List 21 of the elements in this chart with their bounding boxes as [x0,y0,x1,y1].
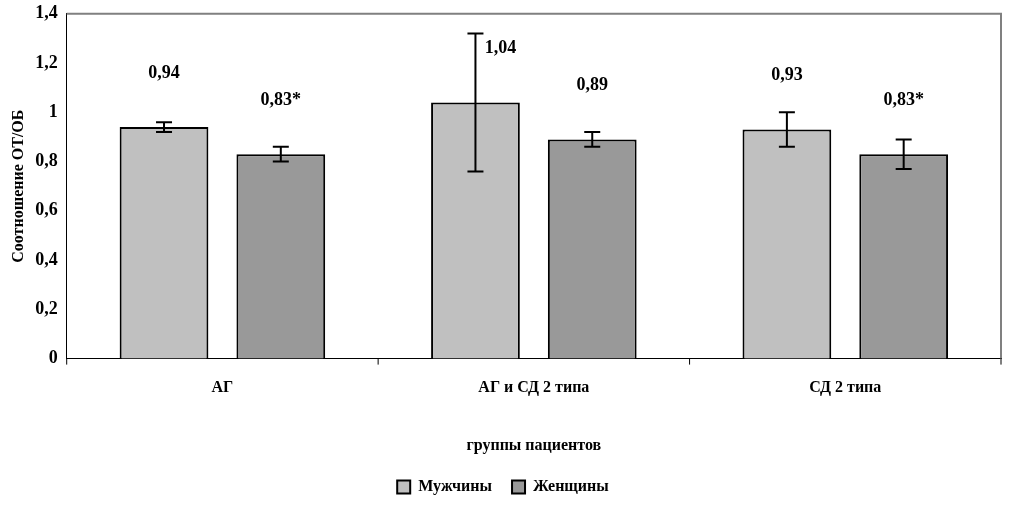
y-axis-title: Соотношение ОТ/ОБ [8,109,26,263]
x-tick-label: АГ и СД 2 типа [478,378,590,397]
x-axis-title: группы пациентов [466,435,602,454]
data-label: 0,94 [148,61,180,82]
y-tick-label: 0,8 [35,150,58,171]
data-label: 0,83* [883,88,924,109]
legend-label: Мужчины [418,477,493,496]
x-tick-label: АГ [211,378,234,396]
legend-label: Женщины [533,477,610,495]
data-label: 0,83* [260,88,302,109]
x-tick-label: СД 2 типа [809,378,882,397]
data-label: 0,89 [576,74,608,95]
data-label: 0,93 [771,64,803,85]
y-tick-label: 0,6 [35,199,58,220]
y-tick-label: 0,4 [35,248,58,269]
y-tick-label: 1 [48,100,58,121]
y-tick-label: 0,2 [35,298,58,318]
data-label: 1,04 [484,37,517,58]
y-tick-label: 1,2 [35,51,58,72]
y-tick-label: 1,4 [35,2,58,23]
y-tick-label: 0 [48,347,58,368]
